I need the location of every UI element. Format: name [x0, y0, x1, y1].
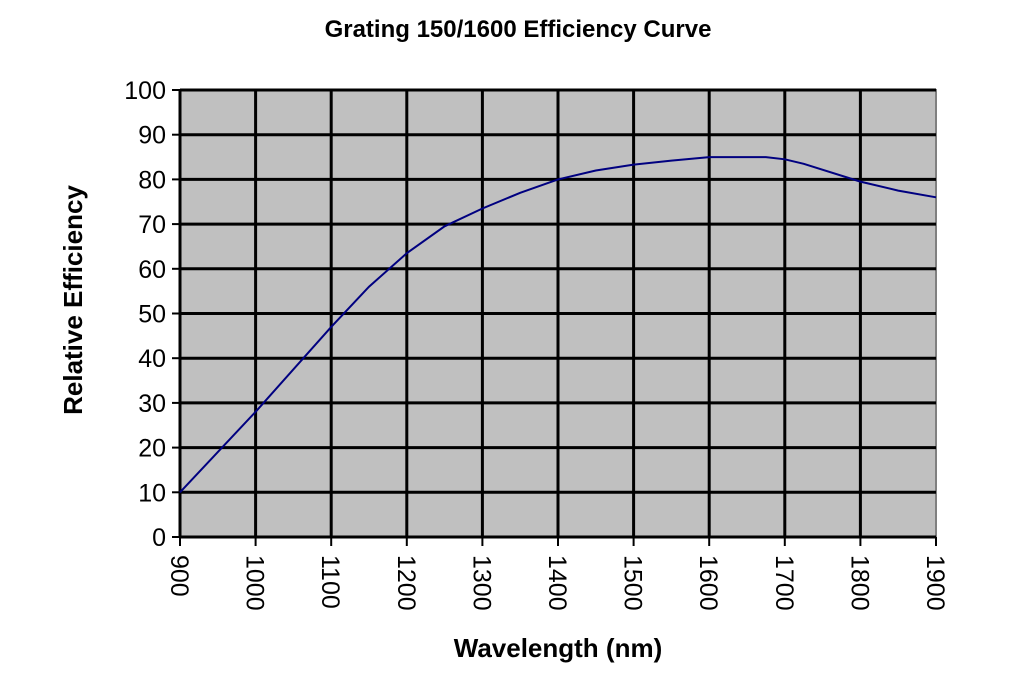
efficiency-line [179, 156, 937, 493]
y-axis-ticks: 0 10 20 30 40 50 60 70 80 90 100 [124, 77, 180, 552]
y-tick-label: 20 [138, 435, 166, 463]
x-tick-label: 1000 [241, 555, 269, 611]
y-tick-label: 60 [138, 256, 166, 284]
y-tick-label: 0 [152, 524, 166, 552]
y-tick-label: 10 [138, 479, 166, 507]
x-tick-label: 1500 [619, 555, 647, 611]
x-tick-label: 1600 [694, 555, 722, 611]
gridlines [178, 88, 936, 539]
y-axis-label: Relative Efficiency [58, 185, 88, 415]
y-tick-label: 50 [138, 301, 166, 329]
y-tick-label: 40 [138, 345, 166, 373]
y-tick-label: 30 [138, 390, 166, 418]
x-tick-label: 1300 [467, 555, 495, 611]
x-tick-label: 900 [165, 555, 193, 597]
y-tick-label: 80 [138, 166, 166, 194]
y-tick-label: 100 [124, 77, 166, 105]
x-tick-label: 1400 [543, 555, 571, 611]
chart-title: Grating 150/1600 Efficiency Curve [325, 16, 712, 43]
x-axis-label: Wavelength (nm) [454, 633, 662, 663]
x-tick-label: 1100 [316, 555, 344, 609]
x-tick-label: 1700 [770, 555, 798, 611]
x-tick-label: 1800 [845, 555, 873, 611]
x-tick-label: 1200 [392, 555, 420, 611]
x-tick-label: 1900 [921, 555, 949, 611]
x-axis-ticks: 900 1000 1100 1200 1300 1400 1500 1600 1700 1800 1… [165, 537, 949, 611]
y-tick-label: 70 [138, 211, 166, 239]
y-tick-label: 90 [138, 122, 166, 150]
